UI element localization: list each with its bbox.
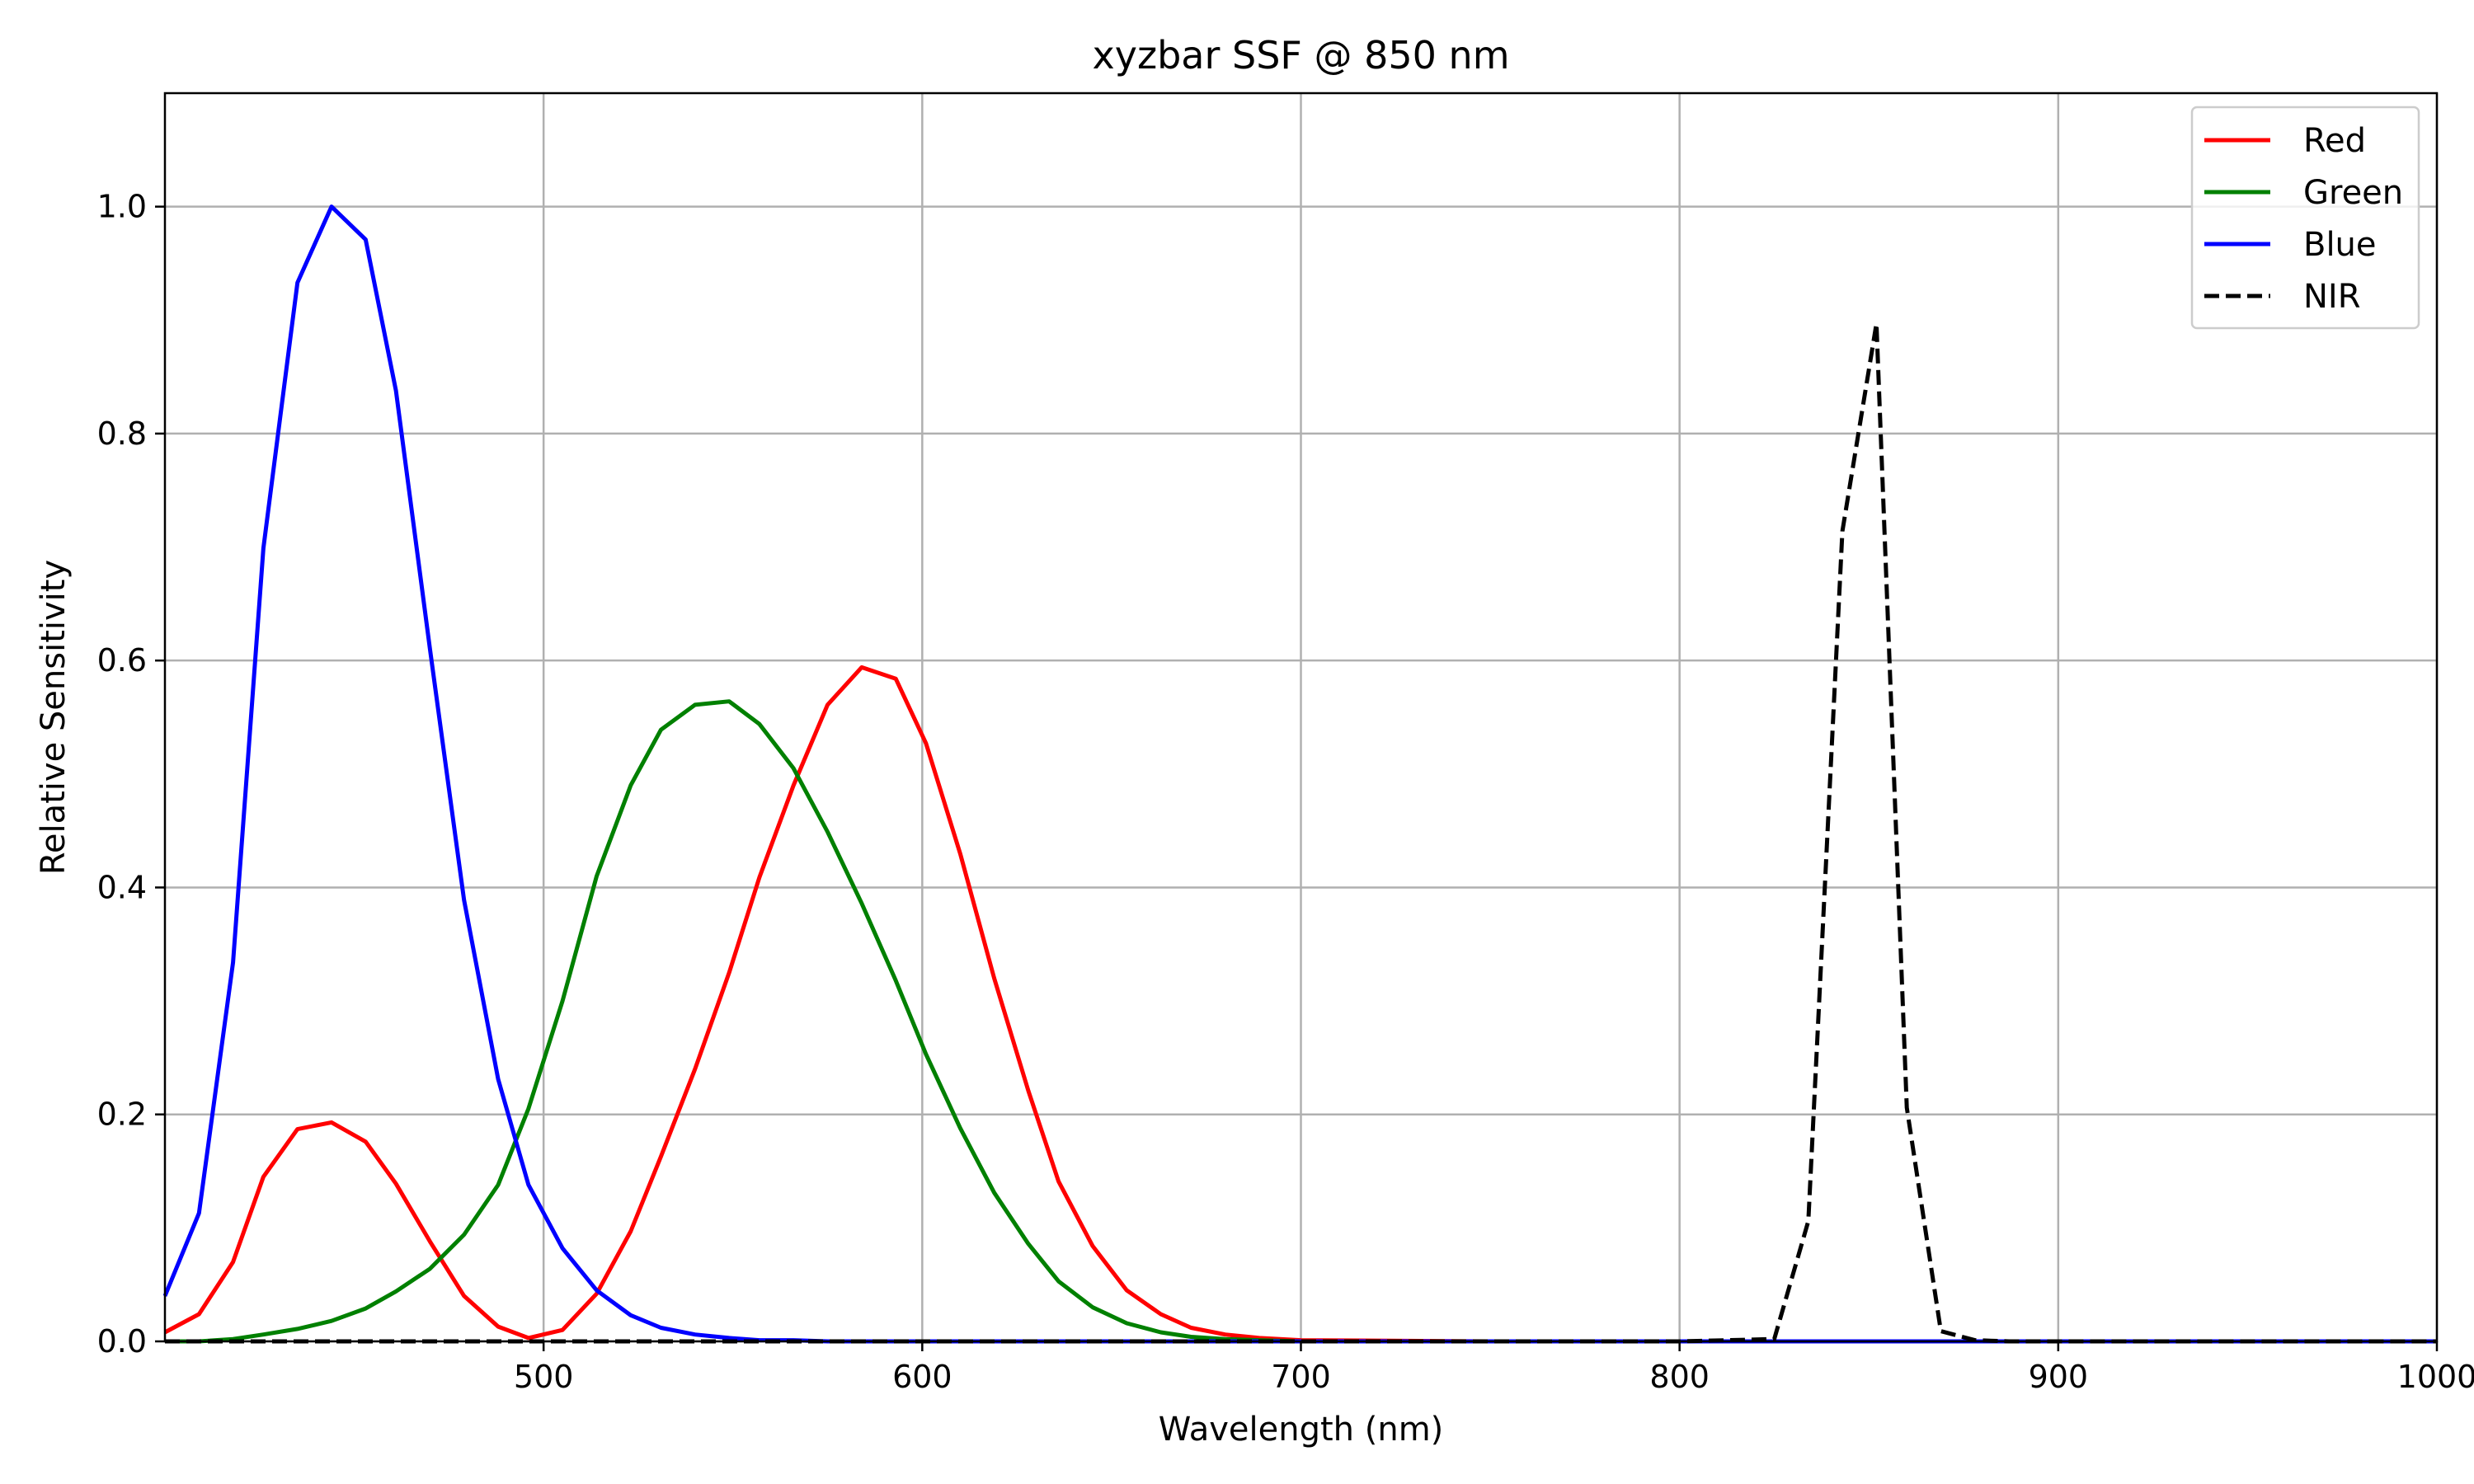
x-tick-label: 800 — [1649, 1359, 1710, 1395]
legend-box — [2190, 106, 2420, 330]
x-tick-label: 700 — [1271, 1359, 1331, 1395]
x-axis-label: Wavelength (nm) — [1159, 1411, 1444, 1449]
ticks: 500 600 700 800 900 1000 0.0 0.2 0.4 0.6 0.8 1.0 — [97, 189, 2474, 1395]
x-tick-label: 500 — [514, 1359, 574, 1395]
x-tick-label: 1000 — [2397, 1359, 2474, 1395]
y-tick-label: 0.2 — [97, 1097, 147, 1133]
legend-label-nir: NIR — [2303, 278, 2361, 316]
legend-label-red: Red — [2303, 122, 2366, 160]
y-axis-label: Relative Sensitivity — [35, 560, 73, 875]
legend-label-blue: Blue — [2303, 226, 2377, 264]
x-tick-label: 600 — [892, 1359, 952, 1395]
y-tick-label: 0.0 — [97, 1323, 147, 1360]
y-tick-label: 0.4 — [97, 869, 147, 905]
y-tick-label: 1.0 — [97, 189, 147, 225]
y-tick-label: 0.6 — [97, 642, 147, 679]
legend: Red Green Blue NIR — [2190, 106, 2420, 330]
chart-title: xyzbar SSF @ 850 nm — [1093, 33, 1510, 77]
legend-label-green: Green — [2303, 174, 2403, 212]
y-tick-label: 0.8 — [97, 416, 147, 452]
x-tick-label: 900 — [2029, 1359, 2089, 1395]
